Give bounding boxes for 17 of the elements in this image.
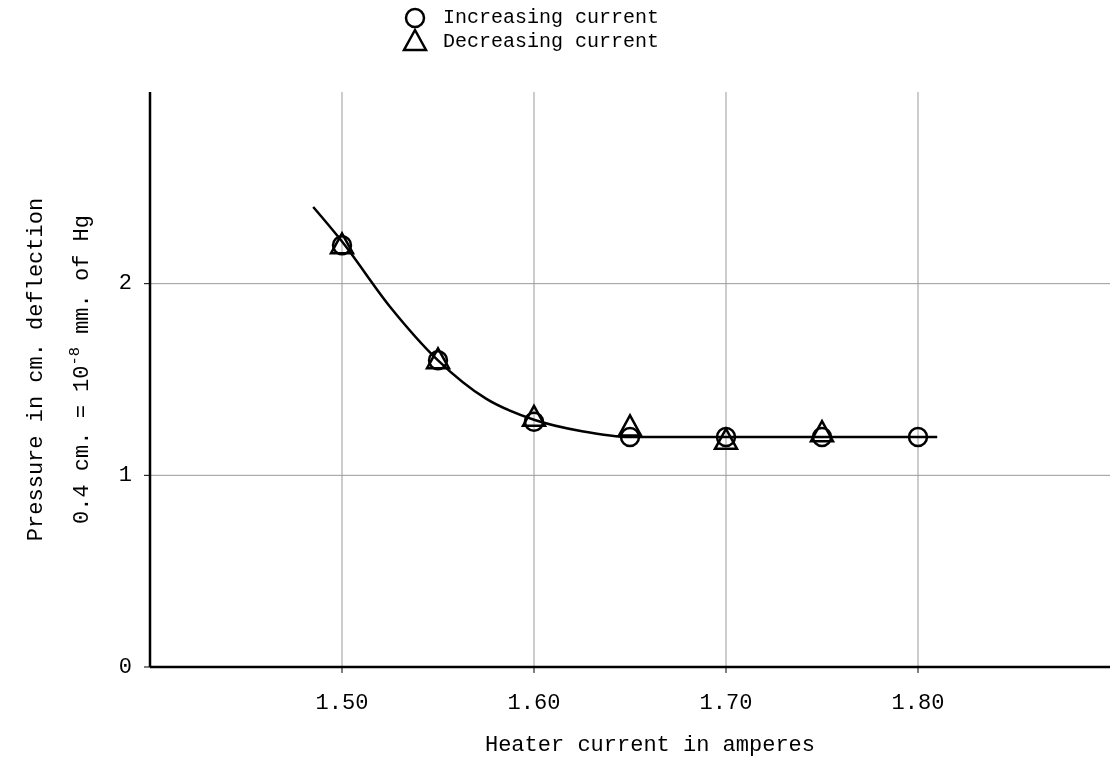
legend-label: Increasing current: [443, 6, 660, 30]
point: [523, 411, 545, 432]
y-tick-label: 2: [118, 271, 132, 297]
y-tick-label: 0: [118, 654, 132, 680]
x-tick-label: 1.50: [315, 691, 369, 716]
point: [521, 404, 547, 428]
point: [617, 414, 643, 437]
x-tick-label: 1.60: [507, 691, 561, 716]
y-tick-label: 1: [118, 463, 132, 489]
point: [811, 426, 833, 448]
point: [809, 419, 835, 443]
x-tick-label: 1.80: [891, 691, 945, 716]
point: [619, 426, 641, 448]
legend-label: Decreasing current: [443, 30, 660, 54]
point: [907, 426, 929, 448]
x-tick-label: 1.70: [699, 691, 753, 716]
x-axis-title: Heater current in amperes: [484, 733, 816, 758]
